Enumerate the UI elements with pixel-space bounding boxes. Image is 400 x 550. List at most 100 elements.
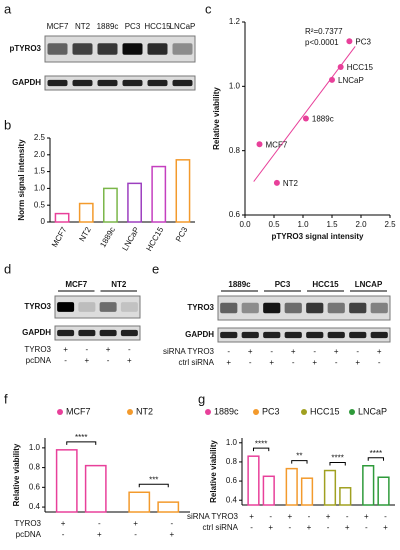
- x-tick-label: 0.0: [239, 220, 251, 229]
- group-label: LNCAP: [355, 280, 383, 289]
- lane-label: HCC15: [144, 22, 171, 31]
- legend-label: 1889c: [214, 406, 239, 416]
- condition-sign: +: [85, 356, 90, 365]
- blot-band: [220, 331, 238, 339]
- y-tick-label: 0.4: [226, 495, 238, 504]
- legend-marker: [205, 409, 211, 415]
- blot-band: [120, 302, 138, 312]
- condition-sign: -: [269, 512, 272, 521]
- condition-sign: -: [378, 358, 381, 367]
- blot-panel: [54, 295, 141, 319]
- blot-band: [370, 331, 388, 339]
- condition-sign: -: [250, 523, 253, 532]
- blot-band: [120, 329, 138, 337]
- bar: [262, 475, 275, 506]
- blot-band: [47, 79, 68, 87]
- condition-sign: +: [248, 347, 253, 356]
- y-axis-label: Relative viability: [212, 87, 221, 150]
- bar: [54, 212, 70, 223]
- bar: [247, 455, 260, 506]
- legend-marker: [301, 409, 307, 415]
- condition-label: TYRO3: [24, 345, 51, 354]
- x-tick-label: MCF7: [50, 225, 69, 249]
- blot-band: [122, 43, 143, 55]
- condition-sign: +: [345, 523, 350, 532]
- bar: [78, 202, 94, 223]
- condition-sign: +: [106, 345, 111, 354]
- blot-band: [99, 302, 117, 312]
- legend-label: LNCaP: [358, 406, 387, 416]
- legend-marker: [57, 409, 63, 415]
- blot-band: [172, 43, 193, 55]
- significance-bracket: [291, 460, 308, 464]
- x-tick-label: 2.0: [355, 220, 367, 229]
- group-label: PC3: [275, 280, 291, 289]
- blot-band: [349, 331, 367, 339]
- condition-label: ctrl siRNA: [178, 358, 214, 367]
- x-tick-label: 1.5: [326, 220, 338, 229]
- blot-band: [78, 302, 96, 312]
- y-tick-label: 1.0: [34, 184, 46, 193]
- panel-letter: a: [4, 1, 12, 16]
- x-tick-label: HCC15: [144, 225, 165, 253]
- group-label: 1889c: [228, 280, 251, 289]
- point-label: NT2: [283, 179, 299, 188]
- blot-band: [99, 329, 117, 337]
- condition-sign: -: [288, 523, 291, 532]
- blot-band: [306, 302, 324, 314]
- bar: [339, 487, 352, 506]
- blot-band: [147, 43, 168, 55]
- condition-sign: +: [307, 523, 312, 532]
- y-tick-label: 2.5: [34, 133, 46, 142]
- x-tick-label: 1.0: [297, 220, 309, 229]
- condition-sign: +: [133, 519, 138, 528]
- condition-sign: +: [326, 512, 331, 521]
- y-tick-label: 1.0: [29, 443, 41, 452]
- condition-sign: +: [127, 356, 132, 365]
- legend-marker: [253, 409, 259, 415]
- point-label: HCC15: [347, 63, 374, 72]
- condition-sign: -: [249, 358, 252, 367]
- condition-sign: +: [377, 347, 382, 356]
- bar: [103, 187, 118, 223]
- blot-panel: [44, 75, 196, 91]
- bar: [151, 165, 167, 223]
- blot-band: [284, 302, 302, 314]
- lane-label: MCF7: [47, 22, 69, 31]
- scatter-point: [273, 179, 280, 186]
- condition-sign: -: [128, 345, 131, 354]
- row-label: GAPDH: [185, 330, 214, 339]
- blot-band: [72, 43, 93, 55]
- y-axis-label: Relative viability: [209, 440, 218, 503]
- legend-marker: [127, 409, 133, 415]
- condition-sign: -: [227, 347, 230, 356]
- condition-sign: +: [63, 345, 68, 354]
- point-label: LNCaP: [338, 76, 364, 85]
- x-tick-label: 1889c: [98, 226, 117, 249]
- group-label: NT2: [111, 280, 127, 289]
- condition-sign: -: [107, 356, 110, 365]
- panel-letter: e: [152, 261, 159, 276]
- panel-letter: c: [205, 1, 212, 16]
- condition-sign: -: [62, 530, 65, 539]
- significance-bracket: [66, 441, 97, 445]
- condition-label: pcDNA: [26, 356, 52, 365]
- y-tick-label: 1.5: [34, 167, 46, 176]
- condition-sign: -: [98, 519, 101, 528]
- blot-band: [220, 302, 238, 314]
- x-tick-label: PC3: [174, 225, 190, 243]
- blot-band: [97, 43, 118, 55]
- condition-sign: +: [268, 523, 273, 532]
- row-label: TYRO3: [24, 302, 51, 311]
- row-label: TYRO3: [187, 303, 214, 312]
- lane-label: PC3: [125, 22, 141, 31]
- blot-band: [306, 331, 324, 339]
- condition-sign: +: [383, 523, 388, 532]
- blot-band: [241, 302, 259, 314]
- condition-sign: -: [327, 523, 330, 532]
- bar: [300, 477, 314, 506]
- blot-band: [327, 331, 345, 339]
- group-label: HCC15: [312, 280, 339, 289]
- blot-band: [122, 79, 143, 87]
